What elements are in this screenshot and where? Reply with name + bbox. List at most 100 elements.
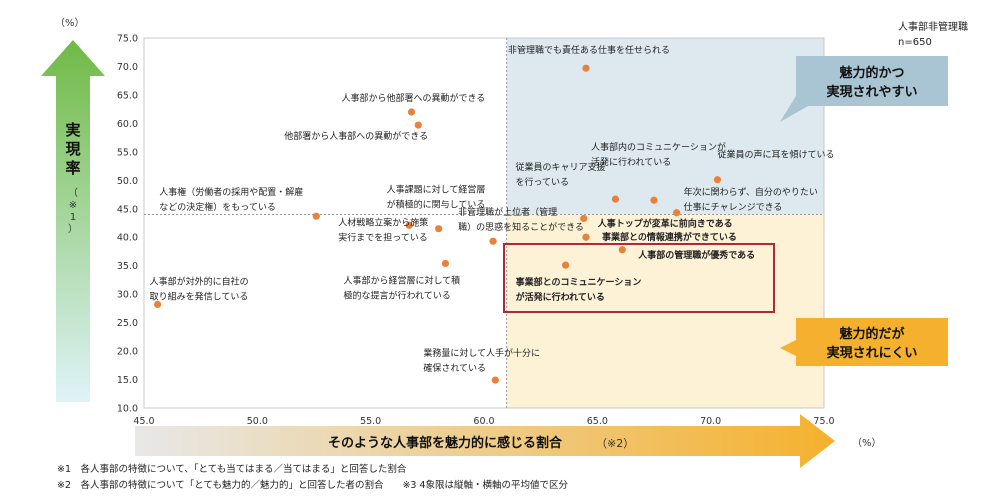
data-point-label: 年次に関わらず、自分のやりたい xyxy=(684,186,818,198)
x-unit-label: （%） xyxy=(852,437,882,449)
x-axis-title-note: （※2） xyxy=(596,437,634,450)
data-point xyxy=(489,237,497,245)
data-point-label: 極的な提言が行われている xyxy=(343,289,450,301)
data-point xyxy=(441,259,450,268)
x-tick-label: 75.0 xyxy=(813,416,834,427)
data-point-label: 人材戦略立案から施策 xyxy=(338,216,428,228)
data-point xyxy=(611,195,620,203)
y-axis-title-note-char: 1 xyxy=(70,212,76,223)
data-point-label: 仕事にチャレンジできる xyxy=(684,201,783,213)
data-point xyxy=(582,233,590,241)
y-tick-label: 15.0 xyxy=(117,375,138,386)
data-point-label: 業務量に対して人手が十分に xyxy=(423,347,540,359)
sample-n: n=650 xyxy=(898,37,932,48)
y-axis-ticks: 10.0 15.0 20.0 25.0 30.0 35.0 40.0 45.0 50.0 55.0… xyxy=(117,34,138,415)
plot-area-frame xyxy=(143,37,825,409)
y-unit-label: （%） xyxy=(55,17,85,29)
highlight-box xyxy=(503,243,775,313)
y-tick-label: 75.0 xyxy=(117,34,138,45)
data-point xyxy=(414,121,422,129)
data-point xyxy=(405,221,413,229)
y-axis-arrow: 実現率 （※1） xyxy=(41,40,105,402)
data-point-label: 事業部とのコミュニケーション xyxy=(516,276,642,288)
footnote-1: ※1 各人事部の特徴について、「とても当てはまる／当てはまる」と回答した割合 xyxy=(57,463,407,475)
data-points xyxy=(154,64,722,384)
y-axis-title-char: 実 xyxy=(65,121,80,139)
callout-bottom-line-1: 魅力的だが xyxy=(839,326,904,342)
data-point-label: が活発に行われている xyxy=(516,291,605,303)
y-tick-label: 25.0 xyxy=(117,318,138,329)
y-tick-label: 35.0 xyxy=(117,261,138,272)
x-axis-ticks: 45.0 50.0 55.0 60.0 65.0 70.0 75.0 xyxy=(133,416,834,427)
y-tick-label: 20.0 xyxy=(117,347,138,358)
x-tick-label: 50.0 xyxy=(247,416,268,427)
data-point-label: 人事トップが変革に前向きである xyxy=(597,217,733,229)
callout-top-line-2: 実現されやすい xyxy=(826,84,917,100)
data-labels: 非管理職でも責任ある仕事を任せられる人事部から他部署への異動ができる他部署から人… xyxy=(150,44,835,374)
callout-top-line-1: 魅力的かつ xyxy=(839,65,904,81)
data-point-label: が積極的に関与している xyxy=(387,199,486,211)
footnote-2: ※2 各人事部の特徴について「とても魅力的／魅力的」と回答した者の割合 ※3 4… xyxy=(57,479,569,491)
y-axis-title-char: 現 xyxy=(65,140,80,158)
data-point-label: 人事部内のコミュニケーションが xyxy=(591,141,726,153)
y-tick-label: 50.0 xyxy=(117,176,138,187)
data-point-label: 職）の思惑を知ることができる xyxy=(458,221,584,233)
y-tick-label: 70.0 xyxy=(117,62,138,73)
data-point-label: 実行までを担っている xyxy=(338,231,428,243)
x-axis-arrow: そのような人事部を魅力的に感じる割合 （※2） xyxy=(135,414,835,468)
data-point-label: 人事部から経営層に対して積 xyxy=(343,274,460,286)
y-tick-label: 10.0 xyxy=(117,404,138,415)
data-point xyxy=(435,225,443,233)
data-point xyxy=(562,261,570,269)
y-axis-title-note-char: ※ xyxy=(69,200,77,211)
data-point-label: 非管理職が上位者（管理 xyxy=(458,206,557,218)
y-tick-label: 45.0 xyxy=(117,204,138,215)
y-tick-label: 60.0 xyxy=(117,119,138,130)
data-point-label: 非管理職でも責任ある仕事を任せられる xyxy=(508,44,670,56)
y-tick-label: 40.0 xyxy=(117,233,138,244)
x-axis-title: そのような人事部を魅力的に感じる割合 xyxy=(328,435,563,451)
y-tick-label: 30.0 xyxy=(117,290,138,301)
x-tick-label: 60.0 xyxy=(473,416,494,427)
data-point xyxy=(312,212,320,220)
data-point xyxy=(673,209,681,217)
sample-label: 人事部非管理職 xyxy=(898,20,968,33)
x-tick-label: 65.0 xyxy=(587,416,608,427)
data-point xyxy=(491,376,499,384)
y-axis-title-char: 率 xyxy=(65,159,80,177)
y-axis-title-note: （※1） xyxy=(68,187,78,235)
data-point-label: 人事部が対外的に自社の xyxy=(150,275,249,287)
data-point-label: 事業部との情報連携ができている xyxy=(602,231,737,243)
data-point-label: 従業員のキャリア支援 xyxy=(515,161,605,173)
callout-bottom-right: 魅力的だが 実現されにくい xyxy=(780,318,948,366)
y-axis-title: 実現率 xyxy=(65,121,80,177)
data-point xyxy=(154,300,162,308)
data-point-label: を行っている xyxy=(515,176,569,188)
data-point-label: 取り組みを発信している xyxy=(150,290,249,302)
x-tick-label: 55.0 xyxy=(360,416,381,427)
data-point xyxy=(580,214,588,223)
data-point-label: 人事課題に対して経営層 xyxy=(387,184,486,196)
callout-top-right: 魅力的かつ 実現されやすい xyxy=(780,56,948,122)
data-point xyxy=(650,196,658,204)
data-point-label: 活発に行われている xyxy=(591,156,671,168)
y-axis-title-note-char: （ xyxy=(68,187,78,199)
y-tick-label: 65.0 xyxy=(117,90,138,101)
data-point xyxy=(582,64,590,72)
y-axis-title-note-char: ） xyxy=(68,223,78,235)
x-tick-label: 45.0 xyxy=(133,416,154,427)
y-tick-label: 55.0 xyxy=(117,147,138,158)
data-point-label: 従業員の声に耳を傾けている xyxy=(717,149,834,161)
data-point-label: 人事部の管理職が優秀である xyxy=(637,249,755,261)
quadrant-top-right xyxy=(506,38,824,215)
data-point xyxy=(618,246,626,254)
data-point-label: 他部署から人事部への異動ができる xyxy=(284,130,428,142)
data-point-label: 確保されている xyxy=(423,362,486,374)
data-point-label: 人事権（労働者の採用や配置・解雇 xyxy=(159,186,303,198)
x-tick-label: 70.0 xyxy=(700,416,721,427)
data-point-label: 人事部から他部署への異動ができる xyxy=(341,92,485,104)
data-point xyxy=(713,176,722,184)
data-point xyxy=(407,108,416,116)
data-point-label: などの決定権）をもっている xyxy=(159,201,276,213)
